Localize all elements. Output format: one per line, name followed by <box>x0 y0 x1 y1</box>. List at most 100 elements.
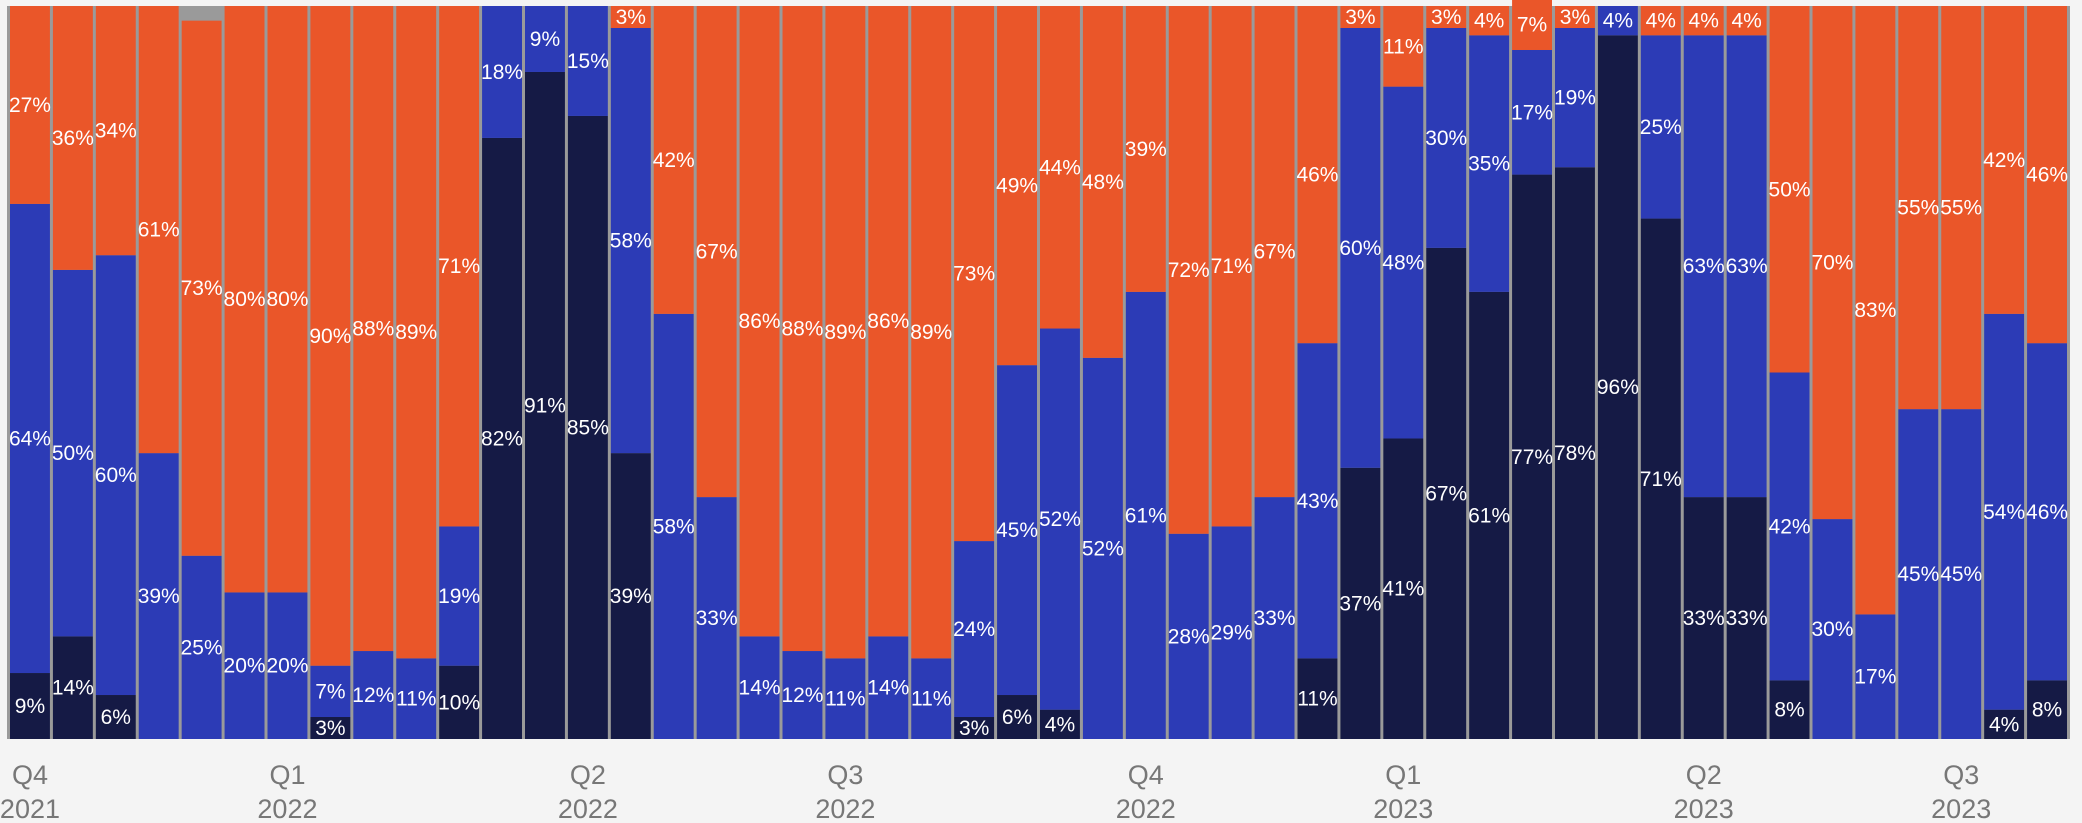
data-label-blue-4: 25% <box>181 636 223 659</box>
bar-segment-orange-27 <box>1168 6 1209 534</box>
bar-11: 82% 18% <box>481 6 523 739</box>
bar-segment-orange-46 <box>1984 6 2025 314</box>
data-label-dark-36: 78% <box>1554 442 1596 465</box>
x-tick-quarter-7: Q3 <box>1943 760 1979 790</box>
data-label-blue-31: 60% <box>1339 237 1381 260</box>
data-label-blue-9: 11% <box>396 688 436 711</box>
bar-segment-blue-9 <box>396 658 437 739</box>
bar-segment-blue-22 <box>954 541 995 718</box>
bar-47: 8% 46% 46% <box>2026 6 2068 739</box>
bar-segment-dark-11 <box>482 137 522 739</box>
data-label-blue-38: 25% <box>1640 116 1682 139</box>
bar-segment-dark-22 <box>954 717 995 739</box>
data-label-orange-45: 55% <box>1940 197 1982 220</box>
data-label-blue-22: 24% <box>953 618 995 641</box>
data-label-dark-37: 96% <box>1597 376 1639 399</box>
data-label-blue-3: 39% <box>138 585 180 608</box>
data-label-dark-34: 61% <box>1468 504 1510 527</box>
data-label-blue-41: 42% <box>1769 515 1811 538</box>
data-label-dark-47: 8% <box>2032 699 2062 722</box>
data-label-dark-33: 67% <box>1425 482 1467 505</box>
x-tick-year-5: 2023 <box>1373 794 1433 823</box>
data-label-dark-31: 37% <box>1339 592 1381 615</box>
bar-10: 10% 19% 71% <box>438 6 480 739</box>
data-label-blue-13: 15% <box>567 50 609 73</box>
data-label-blue-7: 7% <box>315 680 345 703</box>
data-label-orange-2: 34% <box>95 120 137 143</box>
bar-39: 33% 63% 4% <box>1683 6 1725 739</box>
bar-46: 4% 54% 42% <box>1983 6 2025 739</box>
bar-segment-dark-34 <box>1469 291 1510 739</box>
data-label-blue-29: 33% <box>1254 607 1296 630</box>
bar-segment-blue-18 <box>782 651 823 739</box>
bar-segment-orange-15 <box>653 6 694 314</box>
data-label-orange-7: 90% <box>309 325 351 348</box>
data-label-dark-46: 4% <box>1989 713 2019 736</box>
data-label-dark-2: 6% <box>101 706 131 729</box>
bar-32: 41% 48% 11% <box>1382 6 1424 739</box>
bar-20: 14% 86% <box>867 6 909 739</box>
x-tick-year-2: 2022 <box>558 794 618 823</box>
bar-segment-orange-26 <box>1125 6 1166 292</box>
bar-segment-blue-39 <box>1683 35 1724 498</box>
bar-segment-orange-22 <box>954 6 995 542</box>
bar-18: 12% 88% <box>781 6 823 739</box>
bar-19: 11% 89% <box>824 6 866 739</box>
x-tick-year-4: 2022 <box>1116 794 1176 823</box>
bar-segment-orange-10 <box>439 6 480 527</box>
data-label-blue-35: 17% <box>1511 101 1553 124</box>
bar-segment-blue-2 <box>95 255 136 696</box>
bar-segment-orange-20 <box>868 6 909 637</box>
data-label-orange-43: 83% <box>1854 299 1896 322</box>
data-label-dark-1: 14% <box>52 677 94 700</box>
data-label-orange-28: 71% <box>1211 255 1253 278</box>
x-tick-year-0: 2021 <box>0 794 60 823</box>
bar-segment-blue-28 <box>1211 526 1252 739</box>
bar-segment-blue-5 <box>224 592 265 739</box>
bar-segment-orange-42 <box>1812 6 1853 520</box>
bar-segment-blue-29 <box>1254 497 1295 739</box>
bar-segment-blue-46 <box>1984 313 2025 710</box>
data-label-blue-6: 20% <box>266 655 308 678</box>
bar-34: 61% 35% 4% <box>1468 6 1510 739</box>
bar-segment-orange-32 <box>1383 6 1424 87</box>
x-tick-year-3: 2022 <box>815 794 875 823</box>
bar-17: 14% 86% <box>739 6 781 739</box>
data-label-orange-19: 89% <box>824 321 866 344</box>
bar-27: 28% 72% <box>1168 6 1210 739</box>
x-tick-quarter-4: Q4 <box>1128 760 1164 790</box>
data-label-orange-34: 4% <box>1474 10 1504 33</box>
bar-4: 25% 73% <box>181 20 223 739</box>
bar-segment-blue-11 <box>482 6 522 138</box>
bar-36: 78% 19% 3% <box>1554 6 1596 739</box>
data-label-orange-31: 3% <box>1345 6 1375 29</box>
data-label-blue-24: 52% <box>1039 508 1081 531</box>
bar-segment-blue-34 <box>1469 35 1510 292</box>
bar-segment-orange-1 <box>52 6 93 270</box>
x-tick-quarter-6: Q2 <box>1686 760 1722 790</box>
bar-segment-blue-43 <box>1855 614 1896 739</box>
data-label-blue-39: 63% <box>1683 255 1725 278</box>
data-label-blue-42: 30% <box>1811 618 1853 641</box>
bar-segment-blue-17 <box>739 636 780 739</box>
data-label-orange-35: 7% <box>1517 13 1547 36</box>
data-label-orange-24: 44% <box>1039 156 1081 179</box>
data-label-blue-12: 9% <box>530 28 560 51</box>
bar-segment-blue-35 <box>1512 49 1552 175</box>
data-label-blue-34: 35% <box>1468 153 1510 176</box>
bar-segment-orange-3 <box>138 6 179 454</box>
bar-12: 91% 9% <box>524 6 566 740</box>
x-tick-year-1: 2022 <box>257 794 317 823</box>
data-label-orange-29: 67% <box>1254 241 1296 264</box>
bar-segment-blue-16 <box>696 497 737 739</box>
bar-44: 45% 55% <box>1897 6 1939 739</box>
bar-segment-orange-4 <box>181 20 222 556</box>
bar-segment-blue-38 <box>1640 35 1681 219</box>
data-label-orange-38: 4% <box>1646 10 1676 33</box>
bar-segment-dark-23 <box>997 695 1037 739</box>
data-label-blue-43: 17% <box>1854 666 1896 689</box>
bar-segment-blue-32 <box>1383 86 1424 439</box>
bar-40: 33% 63% 4% <box>1726 6 1768 739</box>
data-label-orange-32: 11% <box>1383 35 1423 58</box>
